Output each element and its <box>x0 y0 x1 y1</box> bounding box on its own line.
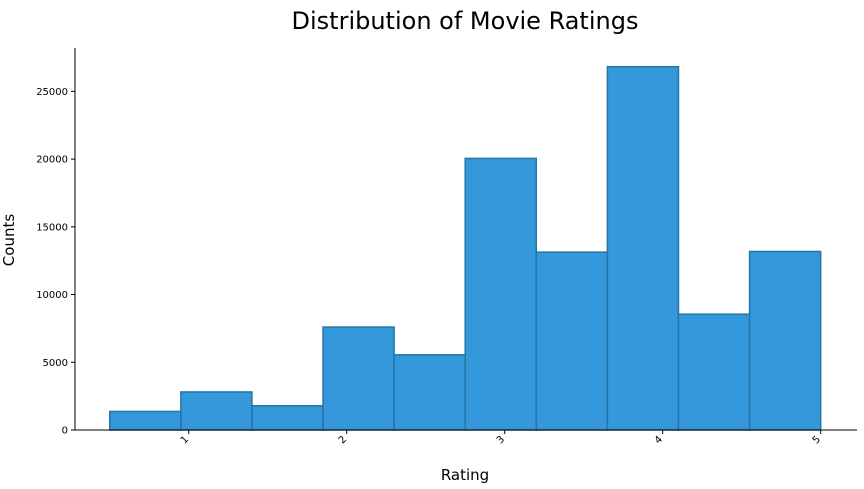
bars-group <box>109 65 822 431</box>
histogram-bar <box>322 326 395 431</box>
x-axis-label: Rating <box>441 466 489 484</box>
y-tick-label: 10000 <box>36 290 68 301</box>
x-tick-label: 3 <box>495 434 507 446</box>
chart-title: Distribution of Movie Ratings <box>292 7 639 35</box>
y-tick-label: 0 <box>62 426 68 437</box>
y-tick-label: 15000 <box>36 222 68 233</box>
x-tick-label: 4 <box>653 434 665 446</box>
histogram-bar <box>251 405 324 431</box>
histogram-bar <box>109 410 182 431</box>
y-axis-label: Counts <box>0 214 18 267</box>
x-tick-label: 5 <box>811 434 823 446</box>
x-tick-label: 2 <box>337 434 349 446</box>
histogram-bar <box>748 250 822 431</box>
histogram-bar <box>535 251 609 431</box>
y-tick-label: 20000 <box>36 155 68 166</box>
x-tick-label: 1 <box>179 434 191 446</box>
y-tick-label: 25000 <box>36 87 68 98</box>
histogram-bar <box>606 65 680 431</box>
x-axis-ticks: 1 2 3 4 5 <box>179 430 823 446</box>
histogram-bar <box>677 313 751 431</box>
histogram-bar <box>393 354 466 431</box>
histogram-bar <box>180 391 253 431</box>
y-axis-ticks: 0 5000 10000 15000 20000 25000 <box>36 87 75 437</box>
y-tick-label: 5000 <box>43 358 68 369</box>
histogram-bar <box>464 157 538 431</box>
